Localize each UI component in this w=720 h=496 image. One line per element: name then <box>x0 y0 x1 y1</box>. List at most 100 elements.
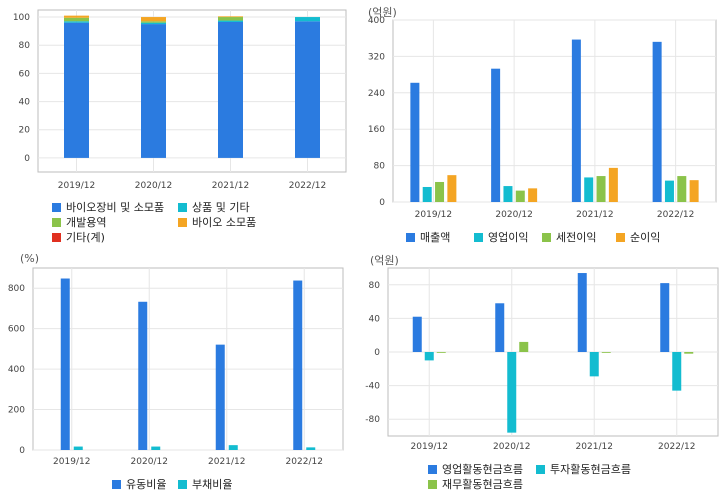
x-tick-label: 2020/12 <box>135 181 172 191</box>
bar <box>151 446 161 450</box>
legend-item-bio-equipment[interactable]: 바이오장비 및 소모품 <box>52 199 164 215</box>
bar <box>447 175 457 202</box>
bar <box>410 82 420 202</box>
bar <box>684 352 694 354</box>
y-tick-label: -40 <box>365 382 380 392</box>
legend-item-financing-cashflow[interactable]: 재무활동현금흐름 <box>428 476 523 492</box>
composition-legend: 바이오장비 및 소모품 상품 및 기타 개발용역 바이오 소모품 기타(계) <box>0 0 360 248</box>
legend-swatch <box>474 232 483 242</box>
bar <box>584 177 594 202</box>
legend-label: 재무활동현금흐름 <box>442 478 523 491</box>
bar <box>64 22 89 158</box>
income-chart-panel: (억원) 0 80 160 240 320 400 2019/12 2020/12 2021/1… <box>360 0 720 248</box>
legend-item-operating-cashflow[interactable]: 영업활동현금흐름 <box>428 461 523 477</box>
x-tick-label: 2021/12 <box>212 181 249 191</box>
cashflow-chart-panel: (억원) -80 -40 0 40 80 2019/12 2020/12 2021/12 202… <box>360 248 720 496</box>
bar <box>141 22 166 25</box>
legend-item-bio-consumables[interactable]: 바이오 소모품 <box>178 214 256 230</box>
y-tick-label: 0 <box>379 198 385 208</box>
bar <box>64 15 89 18</box>
legend-swatch <box>52 232 61 242</box>
legend-label: 개발용역 <box>66 216 107 229</box>
y-tick-label: 60 <box>19 69 31 79</box>
bar <box>138 301 148 450</box>
x-tick-label: 2020/12 <box>493 442 530 452</box>
cashflow-chart: -80 -40 0 40 80 2019/12 2020/12 2021/12 2022/12 <box>365 267 719 452</box>
y-tick-label: 200 <box>8 406 25 416</box>
legend-label: 세전이익 <box>556 231 597 244</box>
legend-item-debt-ratio[interactable]: 부채비율 <box>178 476 232 492</box>
x-tick-label: 2022/12 <box>289 181 326 191</box>
bar <box>660 283 670 352</box>
bar <box>64 21 89 23</box>
unit-label: (억원) <box>368 6 397 19</box>
bar <box>295 21 320 158</box>
bar <box>515 190 525 202</box>
legend-swatch <box>616 232 625 242</box>
y-tick-label: 600 <box>8 325 25 335</box>
bar <box>491 68 501 202</box>
bar <box>422 186 432 202</box>
legend-label: 유동비율 <box>126 478 167 491</box>
bar <box>218 17 243 21</box>
bar <box>495 303 505 352</box>
y-tick-label: 800 <box>8 284 25 294</box>
bar <box>528 188 538 202</box>
legend-swatch <box>112 479 121 489</box>
legend-item-development-service[interactable]: 개발용역 <box>52 214 106 230</box>
y-tick-label: 160 <box>368 125 385 135</box>
bar <box>589 352 599 377</box>
y-tick-label: 20 <box>19 126 31 136</box>
bar <box>652 41 662 203</box>
legend-item-other-total[interactable]: 기타(계) <box>52 229 105 245</box>
bar <box>677 176 687 202</box>
y-tick-label: 240 <box>368 89 385 99</box>
bar <box>64 17 89 22</box>
bar <box>293 280 303 450</box>
x-tick-label: 2021/12 <box>576 442 613 452</box>
legend-swatch <box>178 202 187 212</box>
legend-swatch <box>406 232 415 242</box>
legend-item-current-ratio[interactable]: 유동비율 <box>112 476 166 492</box>
composition-chart: 0 20 40 60 80 100 2019/12 2020/12 2021/12 2022/12 <box>13 9 347 191</box>
composition-chart-panel: 0 20 40 60 80 100 2019/12 2020/12 2021/12 2022/12… <box>0 0 360 248</box>
bar <box>664 180 674 202</box>
bar <box>436 352 446 353</box>
bar <box>141 17 166 22</box>
legend-item-pretax-profit[interactable]: 세전이익 <box>542 229 596 245</box>
legend-label: 순이익 <box>630 231 661 244</box>
bar <box>435 181 445 202</box>
legend-label: 영업활동현금흐름 <box>442 463 523 476</box>
bar <box>689 180 699 202</box>
bar <box>503 186 513 202</box>
ratio-chart-panel: (%) 0 200 400 600 800 2019/12 2020/12 2021/12 20… <box>0 248 360 496</box>
y-tick-label: 40 <box>369 314 381 324</box>
y-tick-label: 0 <box>19 446 25 456</box>
legend-label: 바이오장비 및 소모품 <box>66 201 165 214</box>
x-tick-label: 2022/12 <box>658 442 695 452</box>
bar <box>218 16 243 18</box>
income-legend: 매출액 영업이익 세전이익 순이익 <box>360 0 720 248</box>
bar <box>141 21 166 23</box>
x-tick-label: 2022/12 <box>657 210 694 220</box>
legend-item-investing-cashflow[interactable]: 투자활동현금흐름 <box>536 461 631 477</box>
x-tick-label: 2020/12 <box>495 210 532 220</box>
x-tick-label: 2020/12 <box>131 457 168 467</box>
y-tick-label: 80 <box>19 41 31 51</box>
y-tick-label: 0 <box>24 154 30 164</box>
legend-item-goods-etc[interactable]: 상품 및 기타 <box>178 199 250 215</box>
bar <box>424 352 434 361</box>
legend-item-operating-profit[interactable]: 영업이익 <box>474 229 528 245</box>
legend-item-revenue[interactable]: 매출액 <box>406 229 450 245</box>
bar <box>519 341 529 352</box>
income-chart: 0 80 160 240 320 400 2019/12 2020/12 2021/12 2022… <box>368 16 717 220</box>
x-tick-label: 2019/12 <box>411 442 448 452</box>
x-tick-label: 2022/12 <box>286 457 323 467</box>
y-tick-label: 0 <box>374 348 380 358</box>
legend-item-net-profit[interactable]: 순이익 <box>616 229 660 245</box>
unit-label: (억원) <box>370 254 399 267</box>
bar <box>412 316 422 352</box>
y-tick-label: -80 <box>365 415 380 425</box>
bar <box>60 278 70 450</box>
x-tick-label: 2019/12 <box>58 181 95 191</box>
